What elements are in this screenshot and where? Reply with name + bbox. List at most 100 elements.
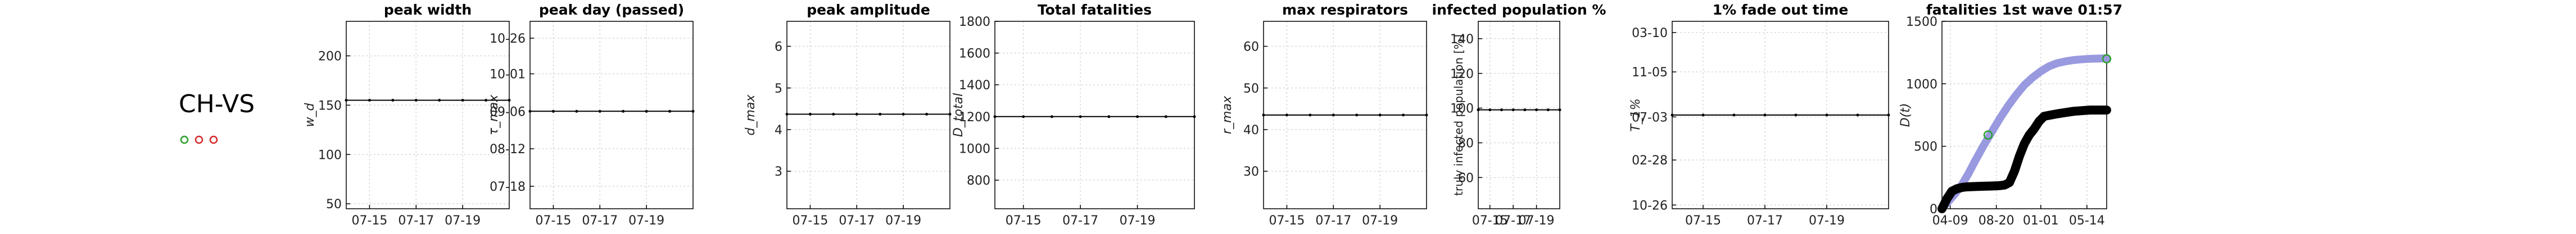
chart-title: peak amplitude [807,2,930,18]
marker-point [1983,130,1993,140]
y-tick-label: 50 [1243,82,1259,96]
y-tick-label: 1000 [1906,77,1937,91]
plot-frame [1478,21,1560,209]
data-point [1050,115,1053,118]
y-axis-label: τ_max [487,94,501,135]
status-dot [180,135,189,144]
data-point [345,99,348,102]
x-tick-label: 07-19 [1362,214,1398,228]
data-point [1477,108,1480,112]
data-point [575,109,578,113]
data-point [879,113,882,116]
x-tick-label: 07-15 [792,214,828,228]
data-point [508,99,511,102]
y-tick-label: 80 [1458,136,1474,150]
data-point [1378,113,1382,117]
y-axis-label: T_1% [1629,98,1643,131]
data-point [855,113,858,116]
chart-title: 1% fade out time [1713,2,1849,18]
x-tick-label: 07-19 [1519,214,1555,228]
y-tick-label: 30 [1243,165,1259,179]
chart-panel: peak width 50 100 150 200 07-15 07-17 07-19 w_d [303,2,511,228]
y-tick-label: 5 [775,82,782,96]
x-tick-label: 07-19 [885,214,921,228]
x-tick-label: 04-09 [1932,214,1968,228]
data-point [645,109,648,113]
y-tick-label: 140 [1450,33,1474,47]
y-tick-label: 200 [318,50,342,64]
y-tick-label: 1000 [959,142,990,156]
data-point [1022,115,1025,118]
x-tick-label: 07-17 [398,214,434,228]
data-point [414,99,418,102]
x-tick-label: 07-17 [1315,214,1351,228]
y-tick-label: 60 [1243,40,1259,54]
status-dot [194,135,203,144]
chart-panel: max respirators 30 40 50 60 07-15 07-17 07-19 r_… [1220,2,1428,228]
data-point [993,115,997,118]
chart-title: peak day (passed) [539,2,684,18]
y-tick-label: 08-12 [490,143,526,157]
plot-frame [529,21,694,209]
y-tick-label: 60 [1458,171,1474,185]
x-tick-label: 05-14 [2069,214,2105,228]
plot-frame [786,21,950,209]
y-tick-label: 0 [1930,203,1937,217]
chart-panel: peak day (passed) 07-18 08-12 09-06 10-01 10-… [487,2,695,228]
y-tick-label: 09-06 [490,105,526,119]
data-point [1701,113,1705,117]
y-tick-label: 10-26 [1632,199,1668,213]
chart-panel: 1% fade out time 10-26 02-28 07-03 11-05 03-1… [1629,2,1890,228]
data-point [1402,113,1405,117]
x-tick-label: 08-20 [1979,214,2014,228]
data-point [1107,115,1111,118]
data-point [1488,108,1492,112]
x-tick-label: 07-17 [1062,214,1098,228]
y-tick-label: 100 [318,148,342,162]
y-axis-label: d_max [744,94,758,136]
y-tick-label: 800 [967,174,990,188]
status-dot [209,135,218,144]
y-tick-label: 4 [775,123,782,137]
x-tick-label: 07-15 [1269,214,1305,228]
y-tick-label: 1200 [959,111,990,125]
x-tick-label: 07-15 [1685,214,1721,228]
y-axis-label: truly infected population [%] [1452,34,1465,196]
data-point [668,109,672,113]
data-point [368,99,371,102]
y-tick-label: 6 [775,40,782,54]
data-point [1558,108,1561,112]
y-axis-label: D(t) [1899,103,1913,127]
data-point [485,99,488,102]
x-tick-label: 07-17 [839,214,875,228]
x-tick-label: 07-15 [351,214,387,228]
chart-title: Total fatalities [1038,2,1152,18]
data-point [1546,108,1550,112]
chart-title: fatalities 1st wave 01:57 [1926,2,2122,18]
marker-point [2102,54,2112,64]
x-tick-label: 07-17 [1747,214,1783,228]
y-tick-label: 500 [1914,140,1937,154]
data-point [1285,113,1288,117]
y-tick-label: 40 [1243,123,1259,137]
data-point [391,99,395,102]
y-tick-label: 10-01 [490,68,526,82]
series-line [1937,105,2111,213]
x-tick-label: 07-15 [1472,214,1508,228]
y-tick-label: 02-28 [1632,154,1668,168]
data-point [598,109,601,113]
y-tick-label: 07-03 [1632,111,1668,125]
y-axis-label: w_d [303,102,317,127]
y-tick-label: 03-10 [1632,26,1668,40]
y-tick-label: 10-26 [490,32,526,46]
y-tick-label: 150 [318,99,342,113]
data-point [1262,113,1265,117]
y-axis-label: D_total [952,93,966,137]
data-point [1136,115,1139,118]
data-point [948,113,952,116]
chart-panel: peak amplitude 3 4 5 6 07-15 07-17 07-19 d_max [744,2,952,228]
data-point [1355,113,1359,117]
data-point [1763,113,1767,117]
series-line [1938,54,2111,213]
